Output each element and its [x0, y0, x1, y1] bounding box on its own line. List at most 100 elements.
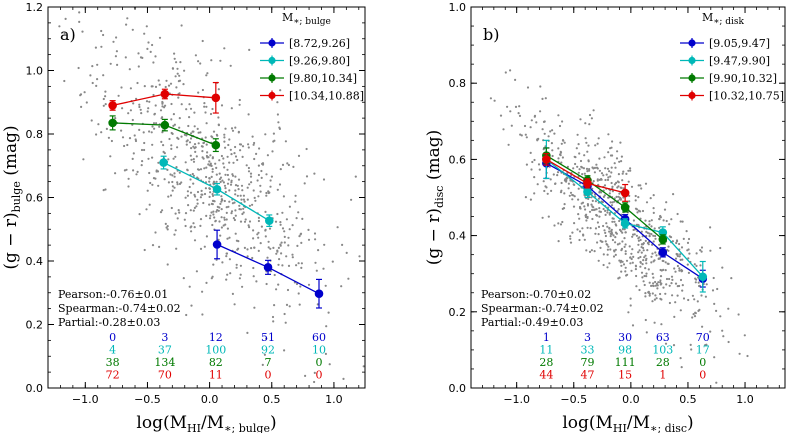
background-point — [609, 201, 612, 204]
background-point — [648, 281, 651, 284]
background-point — [159, 109, 163, 112]
background-point — [265, 191, 268, 195]
background-point — [188, 185, 191, 189]
legend-marker — [268, 39, 276, 47]
background-point — [594, 227, 598, 230]
background-point — [257, 231, 260, 234]
background-point — [658, 226, 661, 229]
background-point — [220, 104, 224, 107]
background-point — [559, 223, 563, 226]
background-point — [645, 262, 648, 265]
background-point — [194, 146, 197, 149]
background-point — [248, 226, 251, 229]
background-point — [737, 313, 740, 316]
background-point — [668, 284, 671, 287]
background-point — [603, 194, 606, 197]
background-point — [682, 237, 685, 240]
background-point — [127, 185, 130, 188]
background-point — [175, 86, 178, 89]
background-point — [265, 173, 268, 176]
background-point — [595, 208, 598, 211]
count-label: 17 — [696, 344, 710, 357]
background-point — [219, 59, 222, 62]
legend-label: [10.32,10.75] — [709, 90, 784, 103]
background-point — [179, 61, 182, 64]
background-point — [211, 168, 214, 171]
background-point — [219, 180, 222, 184]
background-point — [529, 198, 533, 201]
background-point — [610, 171, 613, 174]
background-point — [234, 209, 237, 212]
count-label: 28 — [539, 356, 553, 369]
background-point — [193, 111, 196, 114]
background-point — [591, 191, 594, 195]
background-point — [569, 241, 573, 244]
background-point — [581, 227, 584, 230]
background-point — [166, 228, 169, 231]
background-point — [678, 269, 681, 272]
background-point — [128, 137, 132, 140]
background-point — [237, 178, 241, 181]
background-point — [269, 185, 272, 188]
background-point — [559, 151, 563, 154]
background-point — [243, 200, 246, 203]
background-point — [572, 205, 576, 208]
background-point — [201, 313, 204, 316]
background-point — [594, 232, 597, 235]
data-point — [211, 140, 221, 150]
background-point — [197, 91, 200, 94]
background-point — [550, 142, 554, 145]
legend-title: M∗; bulge — [282, 11, 331, 27]
background-point — [611, 140, 614, 143]
background-point — [665, 201, 668, 204]
background-point — [95, 84, 98, 87]
background-point — [635, 285, 638, 288]
background-point — [680, 246, 684, 249]
background-point — [664, 292, 667, 295]
background-point — [687, 237, 691, 241]
data-point — [620, 188, 630, 198]
background-point — [584, 137, 587, 140]
background-point — [168, 137, 171, 141]
background-point — [151, 183, 154, 186]
background-point — [743, 334, 746, 337]
background-point — [608, 212, 611, 215]
background-point — [229, 183, 233, 186]
background-point — [231, 292, 234, 295]
background-point — [672, 193, 675, 196]
background-point — [571, 198, 574, 201]
background-point — [263, 353, 266, 356]
background-point — [242, 207, 245, 210]
background-point — [146, 47, 149, 51]
background-point — [313, 371, 316, 374]
background-point — [602, 224, 605, 228]
background-point — [592, 206, 595, 209]
background-point — [166, 263, 169, 266]
background-point — [186, 190, 189, 193]
background-point — [624, 270, 627, 273]
background-point — [603, 229, 606, 232]
background-point — [536, 139, 539, 142]
background-point — [283, 349, 286, 352]
background-point — [700, 294, 703, 297]
background-point — [340, 285, 343, 288]
background-point — [132, 102, 135, 105]
background-point — [183, 218, 186, 221]
background-point — [652, 284, 655, 288]
background-point — [637, 257, 640, 260]
background-point — [209, 191, 212, 194]
background-point — [317, 249, 320, 252]
background-point — [551, 129, 554, 132]
background-point — [295, 217, 298, 220]
background-point — [642, 249, 645, 252]
background-point — [730, 277, 733, 280]
background-point — [187, 124, 190, 128]
background-point — [208, 180, 211, 183]
background-point — [210, 175, 213, 178]
stats-text: Pearson:-0.70±0.02 — [481, 288, 591, 301]
background-point — [246, 255, 249, 258]
background-point — [176, 181, 179, 184]
background-point — [239, 194, 242, 197]
background-point — [662, 259, 665, 263]
background-point — [525, 136, 528, 139]
